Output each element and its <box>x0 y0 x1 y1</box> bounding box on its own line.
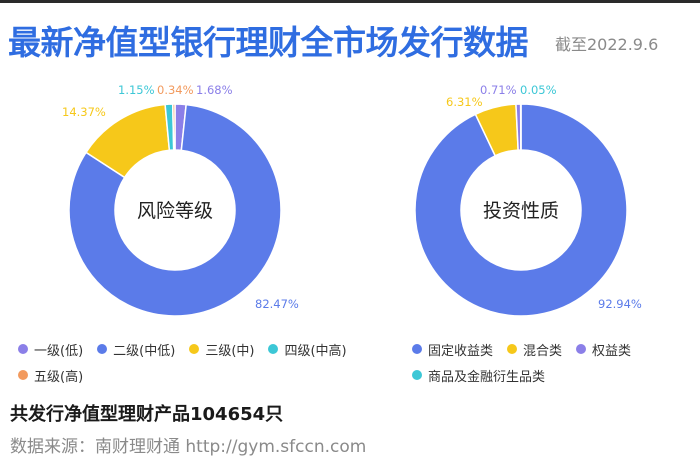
legend-swatch <box>268 344 279 354</box>
legend-item: 二级(中低) <box>97 340 175 359</box>
risk-slice-label-0: 1.68% <box>196 83 233 97</box>
risk-slice-4 <box>171 103 176 151</box>
legend-item: 四级(中高) <box>268 340 347 359</box>
legend-swatch <box>412 344 422 354</box>
legend-label: 四级(中高) <box>284 343 347 359</box>
risk-slice-label-1: 82.47% <box>255 297 299 311</box>
legend-swatch <box>189 344 200 354</box>
legend-swatch <box>18 344 28 354</box>
risk-slice-1 <box>68 103 282 317</box>
legend-label: 固定收益类 <box>428 343 494 359</box>
legend-label: 一级(低) <box>34 343 84 359</box>
legend-label: 五级(高) <box>34 369 84 385</box>
legend-item: 三级(中) <box>189 340 254 359</box>
legend-item: 商品及金融衍生品类 <box>412 366 545 385</box>
invest-slice-label-2: 0.71% <box>480 83 517 97</box>
legend-item: 混合类 <box>507 340 562 359</box>
legend-label: 商品及金融衍生品类 <box>428 369 546 385</box>
risk-donut-center-title: 风险等级 <box>137 200 213 222</box>
donut-charts: 1.68% 82.47% 14.37% 1.15% 0.34% 风险等级 92.94% 6.3… <box>62 83 642 317</box>
top-border-line <box>0 0 700 3</box>
legend-risk-level: 一级(低) 二级(中低) 三级(中) 四级(中高) 五级(高) <box>18 336 348 388</box>
legend-label: 混合类 <box>523 343 563 359</box>
invest-slice-label-1: 6.31% <box>446 95 483 109</box>
legend-item: 固定收益类 <box>412 340 493 359</box>
legend-investment-type: 固定收益类 混合类 权益类商品及金融衍生品类 <box>412 336 697 388</box>
legend-label: 三级(中) <box>205 343 255 359</box>
legend-label: 二级(中低) <box>113 343 176 359</box>
risk-slice-label-2: 14.37% <box>62 105 106 119</box>
legend-swatch <box>576 344 587 354</box>
summary-total-products: 共发行净值型理财产品104654只 <box>10 404 284 425</box>
legend-item: 五级(高) <box>18 366 83 385</box>
legend-item: 一级(低) <box>18 340 83 359</box>
legend-label: 权益类 <box>592 343 632 359</box>
risk-slice-label-4: 0.34% <box>157 83 194 97</box>
invest-slice-label-0: 92.94% <box>598 297 642 311</box>
page-title: 最新净值型银行理财全市场发行数据 <box>8 23 529 62</box>
invest-slice-0 <box>414 103 628 317</box>
as-of-date: 截至2022.9.6 <box>555 35 659 54</box>
invest-slice-label-3: 0.05% <box>520 83 557 97</box>
legend-swatch <box>18 370 28 380</box>
invest-donut-center-title: 投资性质 <box>483 200 559 222</box>
legend-swatch <box>97 344 108 354</box>
legend-item: 权益类 <box>576 340 631 359</box>
legend-swatch <box>507 344 518 354</box>
legend-swatch <box>412 370 422 380</box>
data-source: 数据来源：南财理财通 http://gym.sfccn.com <box>10 437 367 457</box>
risk-slice-label-3: 1.15% <box>118 83 155 97</box>
